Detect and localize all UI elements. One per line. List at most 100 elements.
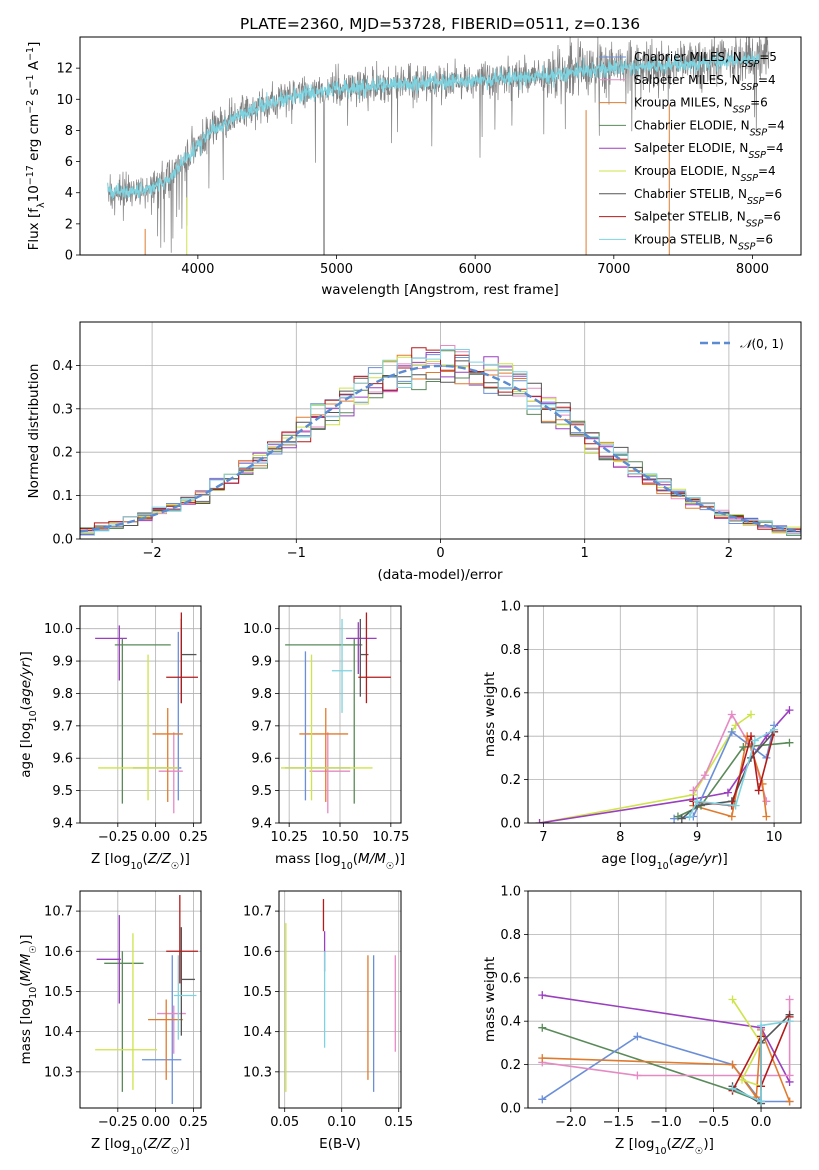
y-axis-label: Flux [fλ10−17 erg cm−2 s−1 A−1] (25, 42, 47, 251)
figure-title: PLATE=2360, MJD=53728, FIBERID=0511, z=0… (240, 15, 640, 33)
weight-marker (739, 743, 748, 752)
y-tick-label: 9.7 (52, 719, 73, 734)
label-part: )] (18, 935, 34, 946)
label-part: SSP (733, 104, 751, 115)
weight-line (692, 712, 768, 802)
label-part: Kroupa STELIB, N (634, 232, 738, 246)
weight-marker (535, 819, 544, 823)
y-tick-label: 10.7 (243, 905, 272, 920)
label-part: Z/Z (147, 851, 172, 867)
label-part: Kroupa MILES, N (634, 96, 733, 110)
weight-marker (785, 706, 794, 715)
weight-marker (689, 786, 698, 795)
x-tick-label: 7000 (597, 262, 630, 277)
errorbar-kroupa-elodie (95, 933, 158, 1090)
legend-label: Chabrier STELIB, NSSP=6 (634, 187, 782, 207)
legend-label: Salpeter MILES, NSSP=4 (634, 73, 776, 93)
y-tick-label: 9.5 (251, 784, 272, 799)
label-part: s (26, 88, 42, 99)
y-tick-label: 0.8 (500, 643, 521, 658)
errorbar-salpeter-stelib (166, 612, 198, 704)
errorbar-kroupa-elodie (98, 654, 179, 801)
legend-label: Kroupa MILES, NSSP=6 (634, 96, 768, 116)
axes-frame: 4000 5000 6000 7000 8000 0 2 4 6 8 10 12 (56, 36, 802, 277)
label-part: 𝒩 (740, 337, 755, 351)
label-part: )] (703, 1136, 714, 1152)
errorbar-salpeter-stelib (166, 895, 198, 984)
y-tick-label: 0.4 (52, 359, 73, 374)
label-part: ( (669, 851, 674, 867)
weight-marker (750, 736, 759, 745)
weight-marker (538, 1054, 547, 1063)
label-part: SSP (746, 218, 764, 229)
label-part: ( (143, 1136, 148, 1152)
label-part: 10 (341, 861, 353, 872)
axes-border (79, 36, 802, 256)
legend: 𝒩(0, 1) (700, 337, 784, 351)
y-tick-label: 0.2 (500, 1058, 521, 1073)
weight-line (677, 741, 790, 818)
weight-marker (538, 1095, 547, 1104)
y-tick-label: 4 (65, 186, 73, 201)
axes-border (527, 890, 802, 1109)
errorbar-salpeter-elodie (346, 622, 377, 675)
x-axis-label: mass [log10(M/M☉)] (275, 851, 405, 872)
x-axis-label: Z [log10(Z/Z☉)] (91, 851, 190, 872)
y-tick-label: 10.3 (44, 1065, 73, 1080)
y-tick-label: 0.6 (500, 686, 521, 701)
label-part: Chabrier ELODIE, N (634, 118, 750, 132)
label-part: E(B-V) (319, 1136, 361, 1152)
legend-label: Salpeter ELODIE, NSSP=4 (634, 141, 784, 161)
x-tick-label: −1.0 (650, 1115, 682, 1130)
label-part: M/M (18, 953, 34, 981)
plot-area (80, 345, 801, 536)
plot-area (95, 895, 198, 1104)
label-part: Chabrier STELIB, N (634, 187, 747, 201)
label-part: Z [log (615, 1136, 654, 1152)
x-tick-label: 7 (539, 830, 547, 845)
label-part: M/M (358, 851, 386, 867)
x-tick-label: 0.05 (270, 1115, 299, 1130)
weight-marker (785, 995, 794, 1004)
normal-distribution-curve (80, 364, 801, 533)
label-part: SSP (741, 81, 759, 92)
label-part: Z/Z (147, 1136, 172, 1152)
plot-area (535, 706, 794, 823)
label-part: )] (179, 851, 190, 867)
y-tick-label: 9.8 (52, 687, 73, 702)
label-part: age [log (18, 722, 34, 777)
x-tick-label: 8000 (736, 262, 769, 277)
legend-label: Salpeter STELIB, NSSP=6 (634, 210, 781, 230)
errorbar-chabrier-elodie (114, 638, 171, 804)
label-part: 10 (26, 185, 42, 202)
label-part: −1 (25, 47, 36, 61)
label-part: −2 (25, 100, 36, 114)
label-part: 10 (28, 987, 39, 999)
label-part: −1 (25, 74, 36, 88)
weight-marker (728, 995, 737, 1004)
legend-label: Kroupa ELODIE, NSSP=4 (634, 164, 776, 184)
label-part: mass [log (18, 999, 34, 1065)
errorbar-kroupa-stelib (173, 955, 197, 1040)
weight-marker (785, 1071, 794, 1080)
label-part: Salpeter ELODIE, N (634, 141, 748, 155)
x-tick-label: 0.00 (141, 1115, 170, 1130)
label-part: age [log (601, 851, 656, 867)
label-part: Z [log (91, 1136, 130, 1152)
label-part: =6 (764, 187, 782, 201)
y-tick-label: 0.0 (52, 533, 73, 548)
legend-label: 𝒩(0, 1) (740, 337, 784, 351)
errorbar-salpeter-miles (309, 732, 351, 814)
label-part: ☉ (171, 1146, 180, 1157)
y-tick-label: 10.0 (44, 622, 73, 637)
x-tick-label: 10.50 (321, 830, 358, 845)
label-part: Z/Z (671, 1136, 696, 1152)
label-part: =4 (758, 164, 776, 178)
y-tick-label: 9.9 (251, 655, 272, 670)
weight-marker (770, 725, 779, 734)
y-tick-label: 10.3 (243, 1065, 272, 1080)
x-tick-label: 5000 (320, 262, 353, 277)
label-part: ( (353, 851, 358, 867)
